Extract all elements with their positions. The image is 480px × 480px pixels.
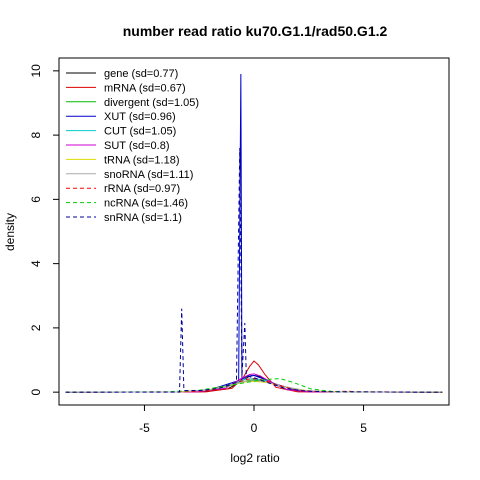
x-tick-label: -5 bbox=[139, 421, 150, 435]
series-line-0 bbox=[65, 374, 443, 393]
series-line-5 bbox=[65, 373, 443, 393]
legend-label: CUT (sd=1.05) bbox=[104, 126, 176, 138]
x-tick-label: 5 bbox=[360, 421, 367, 435]
y-axis: 0 2 4 6 8 10 bbox=[29, 64, 59, 395]
series-line-2 bbox=[65, 379, 443, 393]
x-axis: -5 0 5 bbox=[139, 405, 367, 435]
x-axis-label: log2 ratio bbox=[230, 451, 280, 465]
legend-label: tRNA (sd=1.18) bbox=[104, 154, 180, 166]
y-tick-label: 6 bbox=[29, 196, 43, 203]
y-axis-label: density bbox=[3, 213, 17, 251]
legend-label: snoRNA (sd=1.11) bbox=[104, 169, 193, 181]
legend: gene (sd=0.77) mRNA (sd=0.67) divergent (s… bbox=[66, 68, 199, 224]
plot-area bbox=[58, 57, 450, 406]
legend-label: snRNA (sd=1.1) bbox=[104, 212, 182, 224]
legend-label: mRNA (sd=0.67) bbox=[104, 82, 186, 94]
y-tick-label: 2 bbox=[29, 324, 43, 331]
legend-label: ncRNA (sd=1.46) bbox=[104, 198, 188, 210]
legend-label: rRNA (sd=0.97) bbox=[104, 183, 180, 195]
series-layer bbox=[65, 74, 443, 393]
legend-label: gene (sd=0.77) bbox=[104, 68, 178, 80]
y-tick-label: 8 bbox=[29, 131, 43, 138]
x-tick-label: 0 bbox=[251, 421, 258, 435]
chart-title: number read ratio ku70.G1.1/rad50.G1.2 bbox=[123, 23, 388, 39]
legend-label: XUT (sd=0.96) bbox=[104, 111, 176, 123]
legend-label: divergent (sd=1.05) bbox=[104, 97, 199, 109]
series-line-7 bbox=[65, 380, 443, 393]
y-tick-label: 4 bbox=[29, 260, 43, 267]
y-tick-label: 10 bbox=[29, 64, 43, 78]
series-line-10 bbox=[65, 147, 443, 393]
legend-label: SUT (sd=0.8) bbox=[104, 140, 170, 152]
y-tick-label: 0 bbox=[29, 388, 43, 395]
series-line-6 bbox=[65, 380, 443, 393]
series-line-1 bbox=[65, 360, 443, 393]
